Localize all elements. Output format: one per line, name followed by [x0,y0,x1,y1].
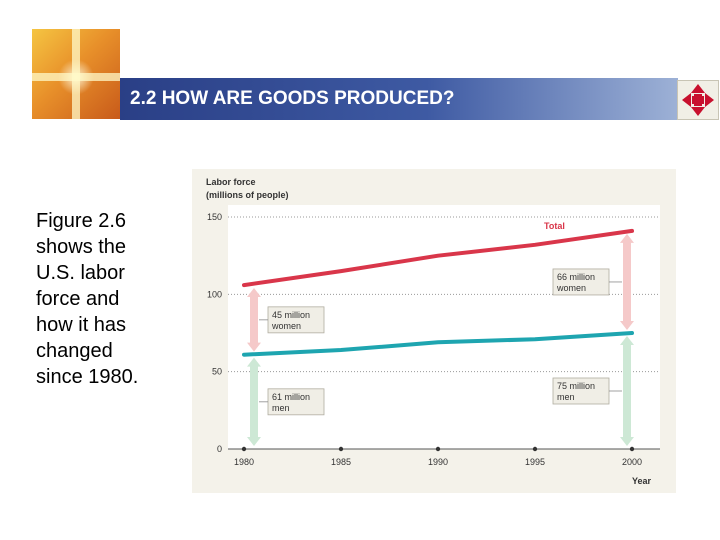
series-point [243,284,245,286]
chart-svg: Labor force (millions of people) Total 0… [192,169,676,493]
annotation-box [552,268,610,296]
x-tick-label: 1990 [428,457,448,467]
x-tick-dot [532,446,538,452]
x-tick-dot [338,446,344,452]
series-point [631,230,633,232]
annotation-arrow [620,336,634,446]
annotation-box [267,388,325,416]
annotation-label-line2: men [272,403,290,413]
series-point [631,332,633,334]
y-axis-label-line2: (millions of people) [206,190,289,200]
x-tick-dot [241,446,247,452]
series-point [437,341,439,343]
slide-title: 2.2 HOW ARE GOODS PRODUCED? [130,88,455,109]
x-tick-label: 1985 [331,457,351,467]
series-point [340,270,342,272]
series-point [340,349,342,351]
annotation-label-line2: women [271,321,301,331]
y-tick-label: 100 [207,289,222,299]
x-tick-label: 1980 [234,457,254,467]
x-tick-label: 2000 [622,457,642,467]
annotation-label-line2: men [557,392,575,402]
annotation-label-line1: 75 million [557,381,595,391]
x-tick-label: 1995 [525,457,545,467]
axis-layer: 0 50 100 150 1980 1985 1990 1995 2000 [207,212,660,467]
cross-light-logo [32,29,120,119]
annotation-arrow [620,233,634,330]
annotation-label-line1: 66 million [557,272,595,282]
line-layer: Total [242,221,634,357]
arrow-layer [247,233,634,446]
labor-force-chart: Labor force (millions of people) Total 0… [192,169,676,493]
series-point [243,354,245,356]
annotation-label-line2: women [556,283,586,293]
four-way-arrows-icon[interactable] [677,80,719,120]
series-point [534,338,536,340]
x-tick-dot [435,446,441,452]
series-point [534,244,536,246]
title-bar: 2.2 HOW ARE GOODS PRODUCED? [120,78,678,120]
y-axis-label-line1: Labor force [206,177,256,187]
series-point [437,255,439,257]
annotation-label-line1: 45 million [272,310,310,320]
y-tick-label: 50 [212,367,222,377]
annotation-arrow [247,288,261,352]
series-label: Total [544,221,565,231]
figure-caption: Figure 2.6 shows the U.S. labor force an… [36,210,139,388]
y-tick-label: 150 [207,212,222,222]
y-tick-label: 0 [217,444,222,454]
annotation-label-line1: 61 million [272,392,310,402]
annotation-arrow [247,357,261,446]
x-tick-dot [629,446,635,452]
x-axis-label: Year [632,476,652,486]
